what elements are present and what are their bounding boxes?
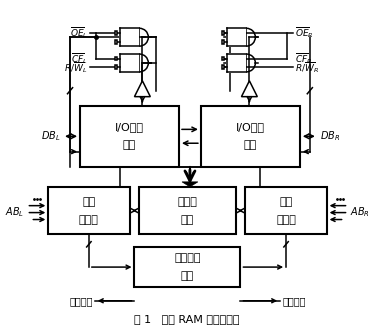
Text: $R/\overline{W}_L$: $R/\overline{W}_L$ [64, 60, 88, 75]
Text: 单元: 单元 [244, 140, 257, 150]
Bar [226, 27, 246, 47]
Bar [226, 53, 246, 73]
Text: 单元: 单元 [123, 140, 136, 150]
Text: $AB_R$: $AB_R$ [351, 206, 370, 219]
Bar [118, 27, 140, 47]
Bar [48, 187, 129, 235]
Bar [222, 31, 224, 35]
Bar [226, 28, 246, 46]
Bar [201, 106, 300, 167]
Text: I/O控制: I/O控制 [115, 122, 144, 132]
Bar [120, 28, 140, 46]
Bar [222, 56, 224, 60]
Text: 仲裁逻辑: 仲裁逻辑 [174, 253, 201, 263]
Polygon shape [135, 81, 150, 97]
Text: $\overline{OE}_L$: $\overline{OE}_L$ [70, 26, 88, 40]
Text: $AB_L$: $AB_L$ [5, 206, 24, 219]
Bar [222, 66, 224, 70]
Text: 控制: 控制 [181, 271, 194, 281]
Text: 地址: 地址 [82, 197, 96, 207]
Bar [80, 106, 179, 167]
Bar [115, 31, 117, 35]
Bar [115, 40, 117, 44]
Text: $DB_L$: $DB_L$ [40, 129, 60, 143]
Text: 图 1   双口 RAM 的原理框图: 图 1 双口 RAM 的原理框图 [134, 313, 239, 324]
Text: 译码器: 译码器 [79, 214, 99, 224]
Text: 存储器: 存储器 [177, 197, 197, 207]
Text: 阵列: 阵列 [181, 214, 194, 224]
Bar [115, 56, 117, 60]
Text: $\overline{OE}_R$: $\overline{OE}_R$ [295, 26, 314, 40]
Bar [118, 53, 140, 73]
Text: 地址: 地址 [279, 197, 292, 207]
Bar [120, 54, 140, 72]
Text: 仲裁输出: 仲裁输出 [282, 296, 306, 306]
Bar [245, 187, 327, 235]
Polygon shape [242, 81, 257, 97]
Polygon shape [182, 182, 198, 187]
Bar [226, 54, 246, 72]
Bar [115, 66, 117, 70]
Text: $R/\overline{W}_R$: $R/\overline{W}_R$ [295, 60, 319, 75]
Bar [222, 40, 224, 44]
Bar [135, 247, 240, 287]
Text: $\overline{CF}_L$: $\overline{CF}_L$ [71, 51, 88, 66]
Text: $\overline{CF}_R$: $\overline{CF}_R$ [295, 51, 312, 66]
Text: 译码器: 译码器 [276, 214, 296, 224]
Bar [140, 187, 236, 235]
Text: I/O控制: I/O控制 [236, 122, 265, 132]
Text: $DB_R$: $DB_R$ [320, 129, 340, 143]
Text: 仲裁输出: 仲裁输出 [69, 296, 93, 306]
